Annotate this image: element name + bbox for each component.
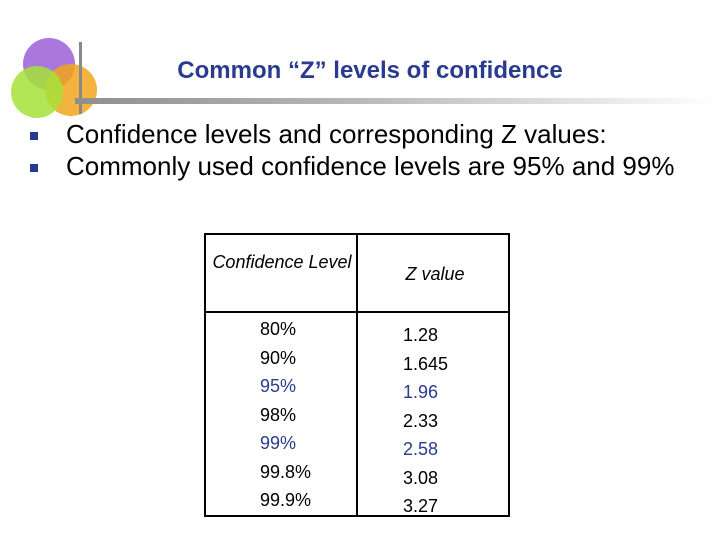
z-cell: 1.645 bbox=[403, 353, 449, 374]
z-cell: 3.08 bbox=[403, 467, 439, 488]
confidence-cell: 98% bbox=[260, 404, 297, 425]
table-column-divider bbox=[356, 235, 358, 515]
confidence-cell: 99.8% bbox=[260, 461, 312, 482]
square-bullet-icon bbox=[30, 132, 38, 140]
confidence-level-column: 80% 90% 95% 98% 99% 99.8% 99.9% bbox=[260, 315, 311, 515]
z-value-table: Confidence Level Z value 80% 90% 95% 98%… bbox=[204, 233, 510, 517]
z-cell: 2.33 bbox=[403, 410, 439, 431]
z-cell: 3.27 bbox=[403, 496, 439, 516]
z-value-column: 1.28 1.645 1.96 2.33 2.58 3.08 3.27 bbox=[403, 321, 448, 521]
slide-title: Common “Z” levels of confidence bbox=[177, 57, 563, 84]
square-bullet-icon bbox=[30, 164, 38, 172]
bullet-item: Confidence levels and corresponding Z va… bbox=[30, 118, 710, 150]
bullet-text: Confidence levels and corresponding Z va… bbox=[66, 119, 607, 149]
confidence-cell: 80% bbox=[260, 319, 297, 339]
z-cell: 1.28 bbox=[403, 325, 439, 345]
bullet-list: Confidence levels and corresponding Z va… bbox=[30, 118, 710, 182]
confidence-cell: 95% bbox=[260, 376, 297, 396]
logo-vertical-bar bbox=[79, 42, 82, 114]
bullet-text: Commonly used confidence levels are 95% … bbox=[66, 151, 675, 181]
table-header-divider bbox=[206, 311, 508, 313]
confidence-cell: 99.9% bbox=[260, 490, 312, 510]
confidence-cell: 99% bbox=[260, 433, 297, 453]
bullet-item: Commonly used confidence levels are 95% … bbox=[30, 150, 710, 182]
z-cell: 1.96 bbox=[403, 382, 439, 402]
z-cell: 2.58 bbox=[403, 439, 439, 459]
title-underline-rule bbox=[75, 98, 715, 104]
logo-circle-green bbox=[11, 66, 63, 118]
header-confidence-level: Confidence Level bbox=[212, 252, 352, 272]
confidence-cell: 90% bbox=[260, 347, 297, 368]
header-z-value: Z value bbox=[405, 264, 465, 284]
